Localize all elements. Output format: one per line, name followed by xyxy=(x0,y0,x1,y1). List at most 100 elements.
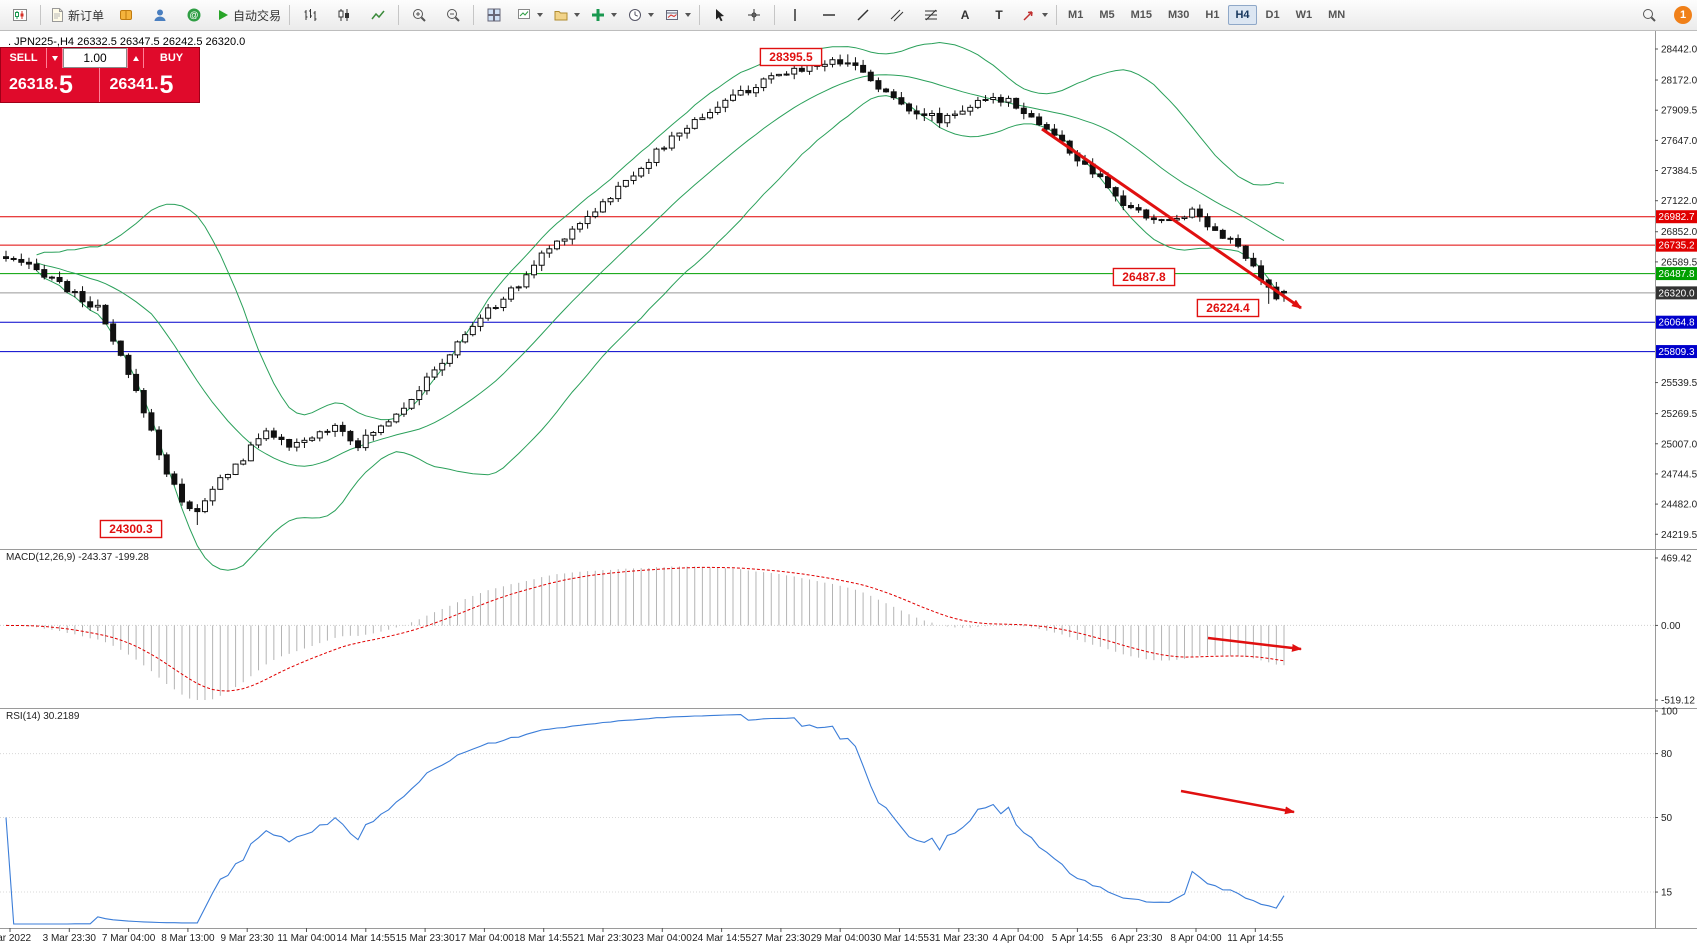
periods-button[interactable] xyxy=(622,3,659,27)
horizontal-line-tool-icon[interactable] xyxy=(812,2,846,28)
fibonacci-tool-icon[interactable] xyxy=(914,2,948,28)
candlesticks xyxy=(3,54,1287,525)
price-axis-label: 27647.0 xyxy=(1661,136,1697,147)
timeframe-W1[interactable]: W1 xyxy=(1295,9,1313,21)
profiles-button[interactable] xyxy=(548,3,585,27)
trend-arrow xyxy=(1041,127,1302,310)
new-chart-button[interactable] xyxy=(511,3,548,27)
tile-windows-icon[interactable] xyxy=(477,2,511,28)
price-axis-label: 25007.0 xyxy=(1661,439,1697,450)
price-axis-label: 26589.5 xyxy=(1661,257,1697,268)
time-axis-label: 9 Mar 23:30 xyxy=(221,933,275,944)
svg-text:24300.3: 24300.3 xyxy=(109,522,153,536)
rsi-indicator-label: RSI(14) 30.2189 xyxy=(6,711,80,722)
indicators-button[interactable] xyxy=(585,3,622,27)
dropdown-caret-icon xyxy=(648,13,655,17)
timeframe-H4[interactable]: H4 xyxy=(1228,5,1257,25)
chart-window-icon[interactable] xyxy=(3,2,37,28)
price-tag: 26982.7 xyxy=(1656,210,1697,224)
time-axis-label: 4 Apr 04:00 xyxy=(993,933,1045,944)
time-axis-label: 8 Apr 04:00 xyxy=(1170,933,1222,944)
volume-decrease-button[interactable] xyxy=(46,48,63,68)
horizontal-price-lines[interactable] xyxy=(0,216,1655,353)
price-callouts[interactable]: 28395.5 26487.8 26224.4 24300.3 xyxy=(99,47,1260,539)
rsi-axis-label: 15 xyxy=(1661,888,1673,899)
price-axis[interactable]: 28442.0 28172.0 27909.5 27647.0 27384.5 27122… xyxy=(1655,45,1697,899)
main-toolbar: 新订单 @ 自动交易 xyxy=(0,0,1697,31)
crosshair-icon[interactable] xyxy=(737,2,771,28)
timeframe-D1[interactable]: D1 xyxy=(1265,9,1280,21)
pane-structure xyxy=(0,30,1697,929)
timeframe-H1[interactable]: H1 xyxy=(1205,9,1220,21)
separator xyxy=(289,5,291,25)
time-axis[interactable]: Mar 2022 3 Mar 23:30 7 Mar 04:00 8 Mar 13:0… xyxy=(0,928,1284,944)
separator xyxy=(398,5,400,25)
volume-input[interactable] xyxy=(63,48,127,68)
timeframe-M15[interactable]: M15 xyxy=(1130,9,1152,21)
new-order-button[interactable]: 新订单 xyxy=(44,3,109,27)
macd-axis-label: -519.12 xyxy=(1661,696,1695,707)
search-icon[interactable] xyxy=(1632,2,1666,28)
price-axis-label: 27122.0 xyxy=(1661,196,1697,207)
price-callout: 28395.5 xyxy=(759,47,823,67)
time-axis-label: 30 Mar 14:55 xyxy=(870,933,929,944)
timeframe-M1[interactable]: M1 xyxy=(1068,9,1084,21)
timeframe-M5[interactable]: M5 xyxy=(1099,9,1115,21)
buy-price[interactable]: 26341. 5 xyxy=(98,68,200,102)
autotrading-button[interactable]: 自动交易 xyxy=(211,3,286,27)
time-axis-label: 11 Mar 04:00 xyxy=(277,933,336,944)
timeframe-M30[interactable]: M30 xyxy=(1168,9,1190,21)
templates-button[interactable] xyxy=(659,3,696,27)
community-icon[interactable]: @ xyxy=(177,2,211,28)
label-tool-icon[interactable]: T xyxy=(995,8,1003,22)
arrows-tool-button[interactable] xyxy=(1016,3,1053,27)
svg-text:26487.8: 26487.8 xyxy=(1658,269,1695,280)
rsi-pane xyxy=(0,714,1655,925)
dropdown-caret-icon xyxy=(685,13,692,17)
time-axis-label: 18 Mar 14:55 xyxy=(514,933,573,944)
time-axis-label: 6 Apr 23:30 xyxy=(1111,933,1163,944)
time-axis-label: 5 Apr 14:55 xyxy=(1052,933,1104,944)
time-axis-label: 17 Mar 04:00 xyxy=(455,933,514,944)
price-axis-label: 28172.0 xyxy=(1661,76,1697,87)
trend-arrow xyxy=(1180,789,1295,815)
price-axis-label: 28442.0 xyxy=(1661,45,1697,56)
time-axis-label: 29 Mar 04:00 xyxy=(811,933,870,944)
candlestick-chart-icon[interactable] xyxy=(327,2,361,28)
one-click-trading-panel: SELL BUY 26318.5 26341.5 xyxy=(0,47,200,103)
sell-price-value: 26318. xyxy=(9,76,58,93)
time-axis-label: 27 Mar 23:30 xyxy=(751,933,810,944)
macd-axis-label: 0.00 xyxy=(1661,621,1681,632)
text-tool-icon[interactable]: A xyxy=(960,8,970,22)
line-chart-icon[interactable] xyxy=(361,2,395,28)
vertical-line-tool-icon[interactable] xyxy=(778,2,812,28)
zoom-out-icon[interactable] xyxy=(436,2,470,28)
chart-ohlc-header: . JPN225-,H4 26332.5 26347.5 26242.5 263… xyxy=(8,36,246,48)
sell-button[interactable]: SELL xyxy=(1,48,46,68)
new-order-label: 新订单 xyxy=(68,8,105,23)
buy-price-big-digit: 5 xyxy=(159,70,174,99)
channel-tool-icon[interactable] xyxy=(880,2,914,28)
time-axis-label: 8 Mar 13:00 xyxy=(161,933,215,944)
sell-price[interactable]: 26318. 5 xyxy=(1,68,99,102)
market-icon[interactable] xyxy=(109,2,143,28)
trendline-tool-icon[interactable] xyxy=(846,2,880,28)
svg-text:26064.8: 26064.8 xyxy=(1658,318,1695,329)
svg-text:26320.0: 26320.0 xyxy=(1658,288,1695,299)
trend-arrows[interactable] xyxy=(1041,127,1302,815)
bar-chart-icon[interactable] xyxy=(293,2,327,28)
buy-button[interactable]: BUY xyxy=(144,48,199,68)
zoom-in-icon[interactable] xyxy=(402,2,436,28)
volume-increase-button[interactable] xyxy=(127,48,144,68)
timeframe-MN[interactable]: MN xyxy=(1328,9,1346,21)
cursor-icon[interactable] xyxy=(703,2,737,28)
notification-badge[interactable]: 1 xyxy=(1674,6,1692,24)
separator xyxy=(473,5,475,25)
svg-text:25809.3: 25809.3 xyxy=(1658,347,1695,358)
profile-icon[interactable] xyxy=(143,2,177,28)
time-axis-label: 3 Mar 23:30 xyxy=(43,933,97,944)
time-axis-label: 21 Mar 23:30 xyxy=(574,933,633,944)
time-axis-label: 14 Mar 14:55 xyxy=(336,933,395,944)
price-axis-label: 24482.0 xyxy=(1661,500,1697,511)
